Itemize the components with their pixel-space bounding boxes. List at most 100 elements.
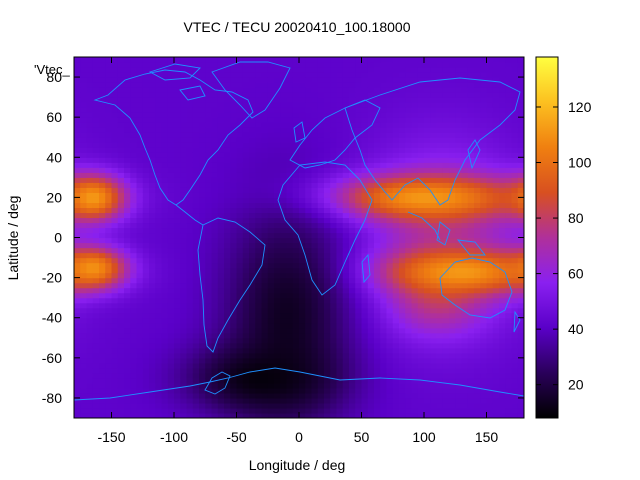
heatmap-cell <box>436 347 444 354</box>
heatmap-cell <box>330 267 338 274</box>
heatmap-cell <box>142 392 150 399</box>
heatmap-cell <box>99 117 106 123</box>
heatmap-cell <box>367 267 375 274</box>
heatmap-cell <box>386 387 394 394</box>
heatmap-cell <box>311 97 319 103</box>
heatmap-cell <box>261 117 269 123</box>
heatmap-cell <box>417 397 425 404</box>
heatmap-cell <box>486 157 494 163</box>
heatmap-cell <box>99 112 106 118</box>
heatmap-cell <box>205 327 213 334</box>
heatmap-cell <box>130 217 138 224</box>
heatmap-cell <box>155 367 163 374</box>
heatmap-cell <box>480 162 488 168</box>
heatmap-cell <box>80 162 88 168</box>
heatmap-cell <box>486 57 494 63</box>
heatmap-cell <box>211 92 219 98</box>
heatmap-cell <box>217 397 225 404</box>
heatmap-cell <box>361 137 369 143</box>
heatmap-cell <box>461 362 469 369</box>
heatmap-cell <box>249 382 256 389</box>
heatmap-cell <box>424 202 431 209</box>
heatmap-cell <box>192 407 200 414</box>
heatmap-cell <box>380 302 388 309</box>
heatmap-cell <box>205 302 213 309</box>
heatmap-cell <box>124 362 131 369</box>
heatmap-cell <box>317 132 325 138</box>
heatmap-cell <box>167 252 175 259</box>
heatmap-cell <box>424 387 431 394</box>
heatmap-cell <box>474 387 481 394</box>
heatmap-cell <box>474 182 481 188</box>
heatmap-cell <box>417 317 425 324</box>
heatmap-cell <box>249 282 256 289</box>
heatmap-cell <box>255 107 263 113</box>
heatmap-cell <box>211 262 219 269</box>
heatmap-cell <box>105 117 113 123</box>
heatmap-cell <box>217 187 225 193</box>
heatmap-cell <box>255 142 263 148</box>
heatmap-cell <box>261 72 269 78</box>
heatmap-cell <box>186 212 194 219</box>
heatmap-cell <box>342 112 350 118</box>
heatmap-cell <box>492 337 500 344</box>
heatmap-cell <box>436 227 444 234</box>
heatmap-cell <box>267 207 275 214</box>
heatmap-cell <box>99 267 106 274</box>
heatmap-cell <box>374 227 381 234</box>
heatmap-cell <box>380 212 388 219</box>
heatmap-cell <box>311 372 319 379</box>
heatmap-cell <box>267 102 275 108</box>
heatmap-cell <box>217 147 225 153</box>
heatmap-cell <box>486 252 494 259</box>
heatmap-cell <box>80 227 88 234</box>
heatmap-cell <box>92 87 100 93</box>
heatmap-cell <box>286 77 294 83</box>
heatmap-cell <box>274 397 281 404</box>
heatmap-cell <box>311 102 319 108</box>
heatmap-cell <box>486 287 494 294</box>
heatmap-cell <box>361 202 369 209</box>
heatmap-cell <box>167 127 175 133</box>
heatmap-cell <box>205 72 213 78</box>
heatmap-cell <box>111 87 119 93</box>
heatmap-cell <box>405 342 413 349</box>
heatmap-cell <box>155 377 163 384</box>
heatmap-cell <box>105 302 113 309</box>
heatmap-cell <box>80 172 88 178</box>
heatmap-cell <box>305 62 313 68</box>
heatmap-cell <box>161 182 169 188</box>
heatmap-cell <box>411 202 419 209</box>
heatmap-cell <box>211 382 219 389</box>
heatmap-cell <box>149 167 156 173</box>
heatmap-cell <box>449 312 456 319</box>
heatmap-cell <box>455 87 463 93</box>
heatmap-cell <box>267 327 275 334</box>
heatmap-cell <box>411 302 419 309</box>
heatmap-cell <box>442 142 450 148</box>
heatmap-cell <box>167 382 175 389</box>
heatmap-cell <box>461 292 469 299</box>
heatmap-cell <box>142 87 150 93</box>
heatmap-cell <box>167 142 175 148</box>
heatmap-cell <box>330 227 338 234</box>
heatmap-cell <box>130 162 138 168</box>
heatmap-cell <box>180 272 188 279</box>
heatmap-cell <box>467 277 475 284</box>
heatmap-cell <box>274 252 281 259</box>
heatmap-cell <box>424 382 431 389</box>
heatmap-cell <box>442 117 450 123</box>
heatmap-cell <box>161 387 169 394</box>
heatmap-cell <box>274 247 281 254</box>
heatmap-cell <box>380 277 388 284</box>
heatmap-cell <box>217 252 225 259</box>
heatmap-cell <box>174 107 181 113</box>
heatmap-cell <box>349 177 356 183</box>
heatmap-cell <box>99 297 106 304</box>
heatmap-cell <box>136 277 144 284</box>
heatmap-cell <box>386 297 394 304</box>
heatmap-cell <box>355 217 363 224</box>
heatmap-cell <box>117 267 125 274</box>
heatmap-cell <box>161 157 169 163</box>
heatmap-cell <box>230 397 238 404</box>
